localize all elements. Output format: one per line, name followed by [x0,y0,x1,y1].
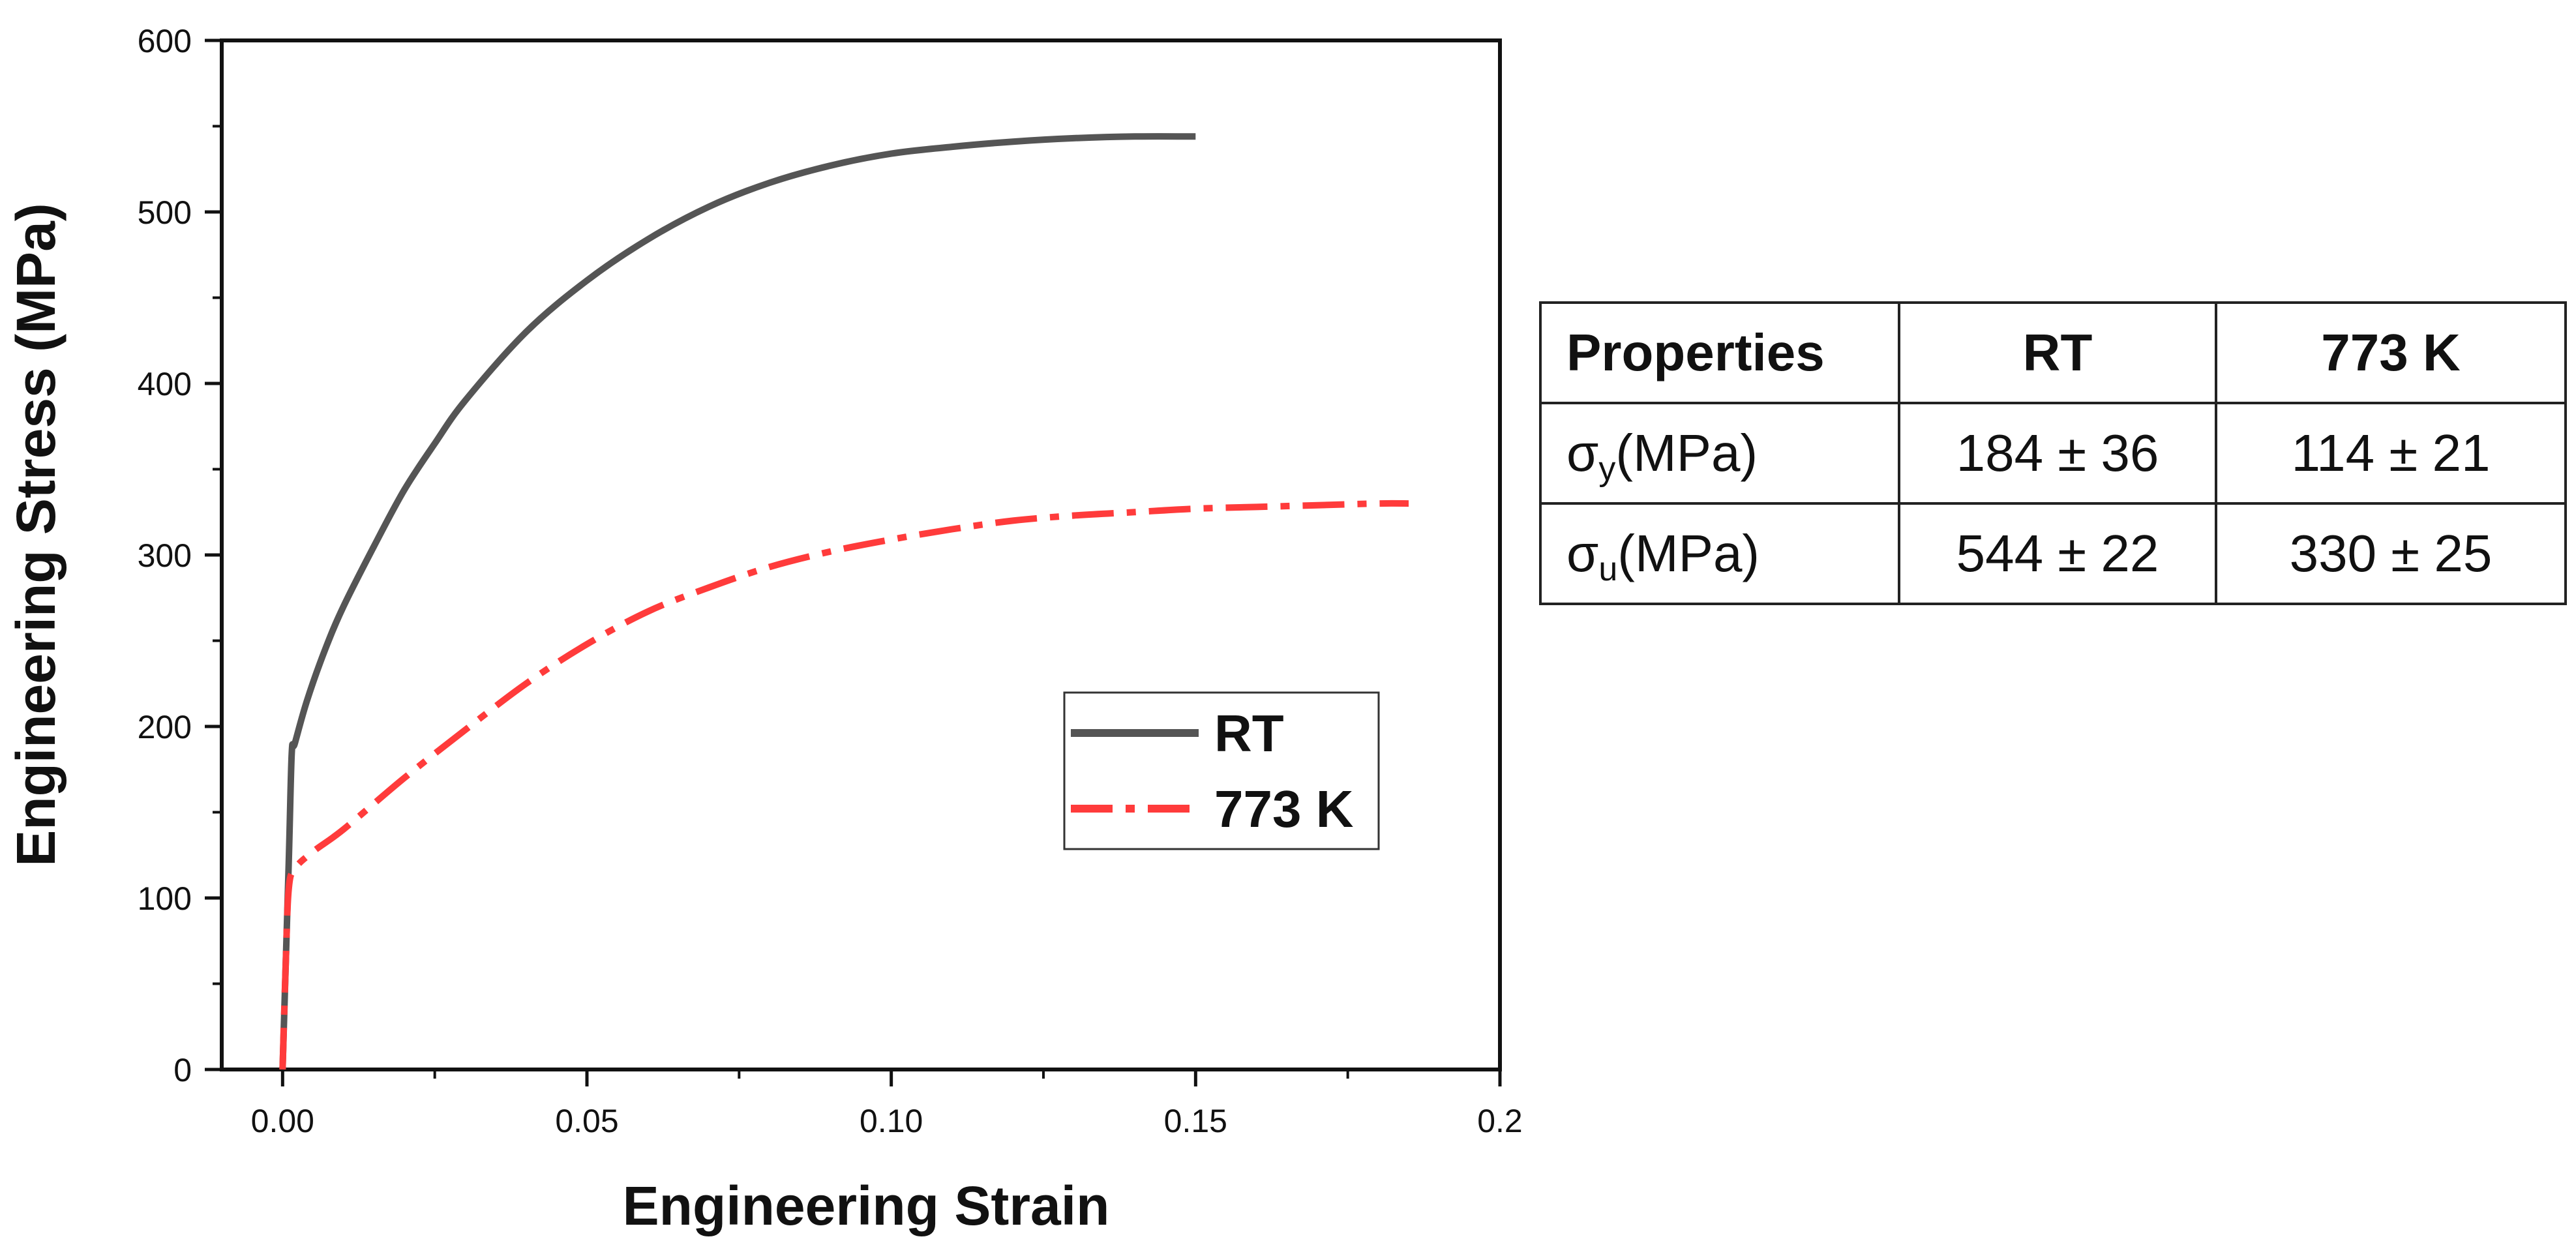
properties-table: Properties RT 773 K σy(MPa) 184 ± 36 114… [1539,301,2567,605]
x-tick-label: 0.05 [555,1103,618,1139]
x-axis-title: Engineering Strain [623,1175,1110,1236]
y-tick-label: 0 [173,1052,192,1088]
table-row: σu(MPa) 544 ± 22 330 ± 25 [1539,502,2567,605]
legend: RT 773 K [1063,691,1380,850]
value-rt-yield: 184 ± 36 [1898,402,2217,505]
table-header-row: Properties RT 773 K [1539,301,2567,404]
y-tick-label: 300 [138,537,192,574]
y-tick-label: 100 [138,880,192,917]
header-properties: Properties [1539,301,1900,404]
header-rt: RT [1898,301,2217,404]
y-tick-label: 200 [138,709,192,745]
value-rt-ultimate: 544 ± 22 [1898,502,2217,605]
x-tick-label: 0.2 [1477,1103,1523,1139]
x-tick-label: 0.00 [251,1103,314,1139]
legend-box [1063,691,1380,850]
table-row: σy(MPa) 184 ± 36 114 ± 21 [1539,402,2567,505]
series-layer [279,133,1409,1070]
legend-label-rt: RT [1214,704,1284,762]
y-axis-title: Engineering Stress (MPa) [5,203,67,867]
y-tick-label: 500 [138,194,192,231]
property-yield-strength: σy(MPa) [1539,402,1900,505]
value-773k-ultimate: 330 ± 25 [2215,502,2567,605]
header-773k: 773 K [2215,301,2567,404]
axis-ticks [205,38,1502,1086]
y-tick-label: 400 [138,366,192,402]
plot-frame [220,38,1502,1071]
x-tick-label: 0.10 [860,1103,923,1139]
value-773k-yield: 114 ± 21 [2215,402,2567,505]
y-tick-label: 600 [138,23,192,59]
legend-label-773k: 773 K [1214,780,1354,838]
series-line-rt [279,133,1196,1070]
tick-labels: 0.00 0.05 0.10 0.15 0.2 0 100 200 300 400 500 600 [138,23,1523,1139]
property-ultimate-strength: σu(MPa) [1539,502,1900,605]
x-tick-label: 0.15 [1164,1103,1227,1139]
series-line-773k [279,500,1409,1070]
